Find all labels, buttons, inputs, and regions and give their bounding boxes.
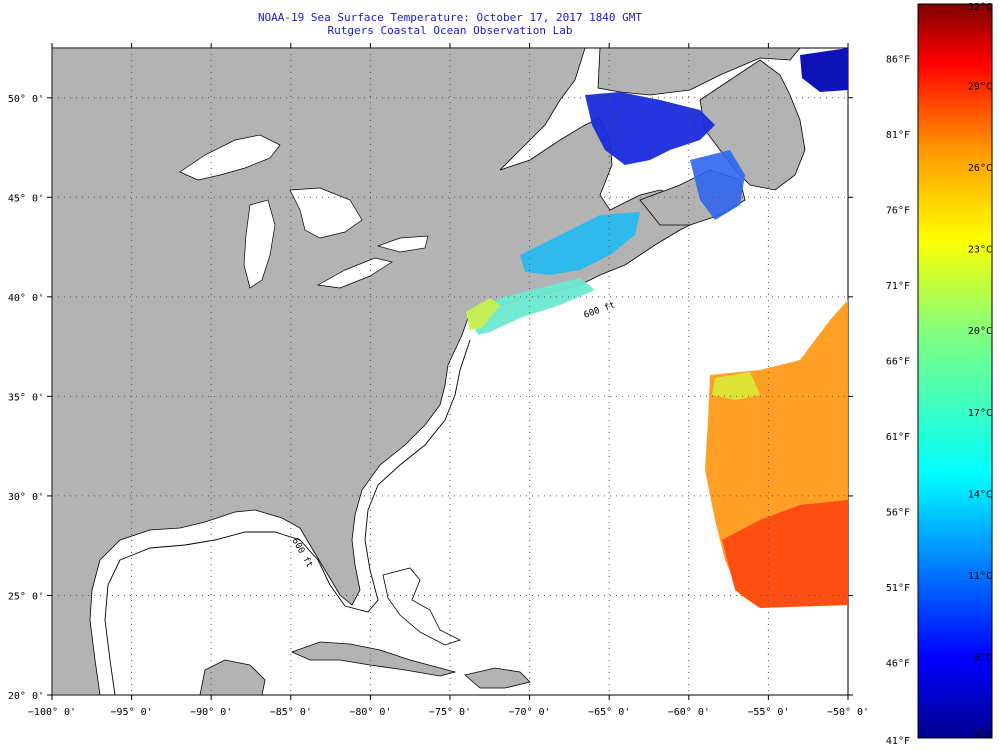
sst-gulf-of-maine — [520, 212, 640, 275]
colorbar-celsius-label: 26°C — [968, 163, 992, 174]
lake-huron — [289, 187, 363, 239]
lat-tick-label: 50° 0' — [8, 94, 44, 105]
lon-tick-label: −60° 0' — [668, 707, 710, 718]
colorbar-fahrenheit-label: 71°F — [886, 281, 910, 292]
sst-labrador-sea — [800, 48, 848, 92]
longitude-axis: −100° 0' −95° 0' −90° 0' −85° 0' −80° 0' −75°… — [28, 43, 869, 718]
lon-tick-label: −55° 0' — [747, 707, 789, 718]
sst-slope-yellow — [712, 372, 760, 400]
sst-gulf-st-lawrence — [585, 92, 715, 165]
lon-tick-label: −75° 0' — [429, 707, 471, 718]
colorbar-celsius-label: 23°C — [968, 245, 992, 256]
lake-superior — [179, 134, 281, 181]
land-cuba — [290, 641, 457, 677]
lat-tick-label: 35° 0' — [8, 392, 44, 403]
colorbar-fahrenheit-label: 56°F — [886, 507, 910, 518]
sst-mid-atlantic — [468, 278, 595, 335]
lat-tick-label: 20° 0' — [8, 691, 44, 702]
lon-tick-label: −65° 0' — [588, 707, 630, 718]
colorbar-celsius-label: 5°C — [974, 730, 992, 741]
colorbar-celsius-label: 14°C — [968, 489, 992, 500]
sst-sargasso-warm — [722, 500, 848, 608]
latitude-axis: 20° 0' 25° 0' 30° 0' 35° 0' 40° 0' 45° 0' 50° … — [8, 94, 853, 702]
sst-maritimes — [690, 150, 745, 220]
land-hispaniola — [464, 667, 531, 689]
colorbar-celsius-label: 17°C — [968, 408, 992, 419]
colorbar-fahrenheit-label: 86°F — [886, 54, 910, 65]
colorbar-labels: 32°C 29°C 26°C 23°C 20°C 17°C 14°C 11°C 8°C 5°C 86… — [886, 2, 992, 747]
lon-tick-label: −50° 0' — [827, 707, 869, 718]
lat-tick-label: 45° 0' — [8, 193, 44, 204]
bahamas-outline — [382, 567, 462, 646]
colorbar-fahrenheit-label: 46°F — [886, 658, 910, 669]
lon-tick-label: −80° 0' — [349, 707, 391, 718]
colorbar-fahrenheit-label: 41°F — [886, 736, 910, 747]
shelf-contour — [104, 339, 471, 695]
colorbar-fahrenheit-label: 61°F — [886, 432, 910, 443]
map-title: NOAA-19 Sea Surface Temperature: October… — [257, 11, 643, 24]
lat-tick-label: 40° 0' — [8, 293, 44, 304]
colorbar-fahrenheit-label: 76°F — [886, 205, 910, 216]
lon-tick-label: −95° 0' — [111, 707, 153, 718]
lon-tick-label: −70° 0' — [509, 707, 551, 718]
lon-tick-label: −85° 0' — [270, 707, 312, 718]
lon-tick-label: −90° 0' — [190, 707, 232, 718]
colorbar-celsius-label: 20°C — [968, 326, 992, 337]
colorbar-fahrenheit-label: 66°F — [886, 356, 910, 367]
colorbar-celsius-label: 32°C — [968, 2, 992, 13]
colorbar — [917, 3, 993, 739]
lake-erie — [316, 257, 393, 289]
sst-nj-shelf — [466, 298, 500, 330]
lon-tick-label: −100° 0' — [28, 707, 76, 718]
land-yucatan — [199, 659, 266, 695]
lake-michigan — [243, 199, 276, 289]
grid-lines — [52, 48, 848, 695]
map-subtitle: Rutgers Coastal Ocean Observation Lab — [327, 24, 573, 37]
colorbar-celsius-label: 11°C — [968, 571, 992, 582]
colorbar-fahrenheit-label: 81°F — [886, 130, 910, 141]
lat-tick-label: 30° 0' — [8, 492, 44, 503]
lat-tick-label: 25° 0' — [8, 591, 44, 602]
lake-ontario — [376, 235, 429, 253]
colorbar-celsius-label: 8°C — [974, 652, 992, 663]
colorbar-fahrenheit-label: 51°F — [886, 583, 910, 594]
colorbar-celsius-label: 29°C — [968, 82, 992, 93]
